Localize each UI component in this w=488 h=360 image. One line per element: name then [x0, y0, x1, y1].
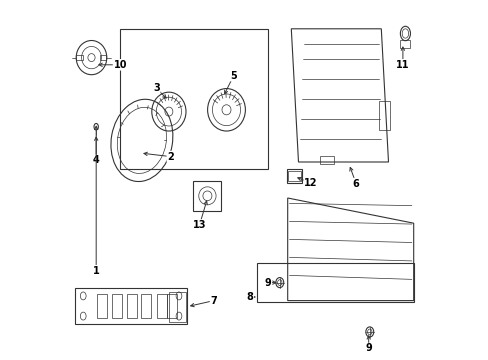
- Bar: [320, 156, 334, 164]
- Text: 8: 8: [246, 292, 253, 302]
- Bar: [76, 55, 82, 60]
- Text: 1: 1: [93, 266, 100, 276]
- Bar: [126, 294, 137, 318]
- Text: 6: 6: [352, 179, 359, 189]
- Text: 4: 4: [93, 155, 100, 165]
- Text: 9: 9: [365, 343, 371, 354]
- Text: 11: 11: [395, 60, 409, 70]
- Bar: [193, 181, 221, 211]
- Bar: [168, 292, 186, 322]
- Bar: [286, 169, 302, 183]
- Bar: [97, 294, 107, 318]
- Text: 5: 5: [230, 71, 237, 81]
- Bar: [112, 294, 122, 318]
- Bar: [400, 40, 409, 48]
- Bar: [157, 294, 167, 318]
- Bar: [379, 101, 389, 130]
- Text: 3: 3: [153, 83, 160, 93]
- Bar: [288, 171, 300, 181]
- Bar: [141, 294, 151, 318]
- Text: 13: 13: [192, 220, 206, 230]
- Text: 7: 7: [210, 296, 217, 306]
- Text: 12: 12: [304, 178, 317, 188]
- Text: 9: 9: [264, 278, 271, 288]
- Text: 2: 2: [167, 152, 174, 162]
- Text: 10: 10: [113, 60, 127, 70]
- Bar: [100, 55, 106, 60]
- Bar: [167, 294, 177, 318]
